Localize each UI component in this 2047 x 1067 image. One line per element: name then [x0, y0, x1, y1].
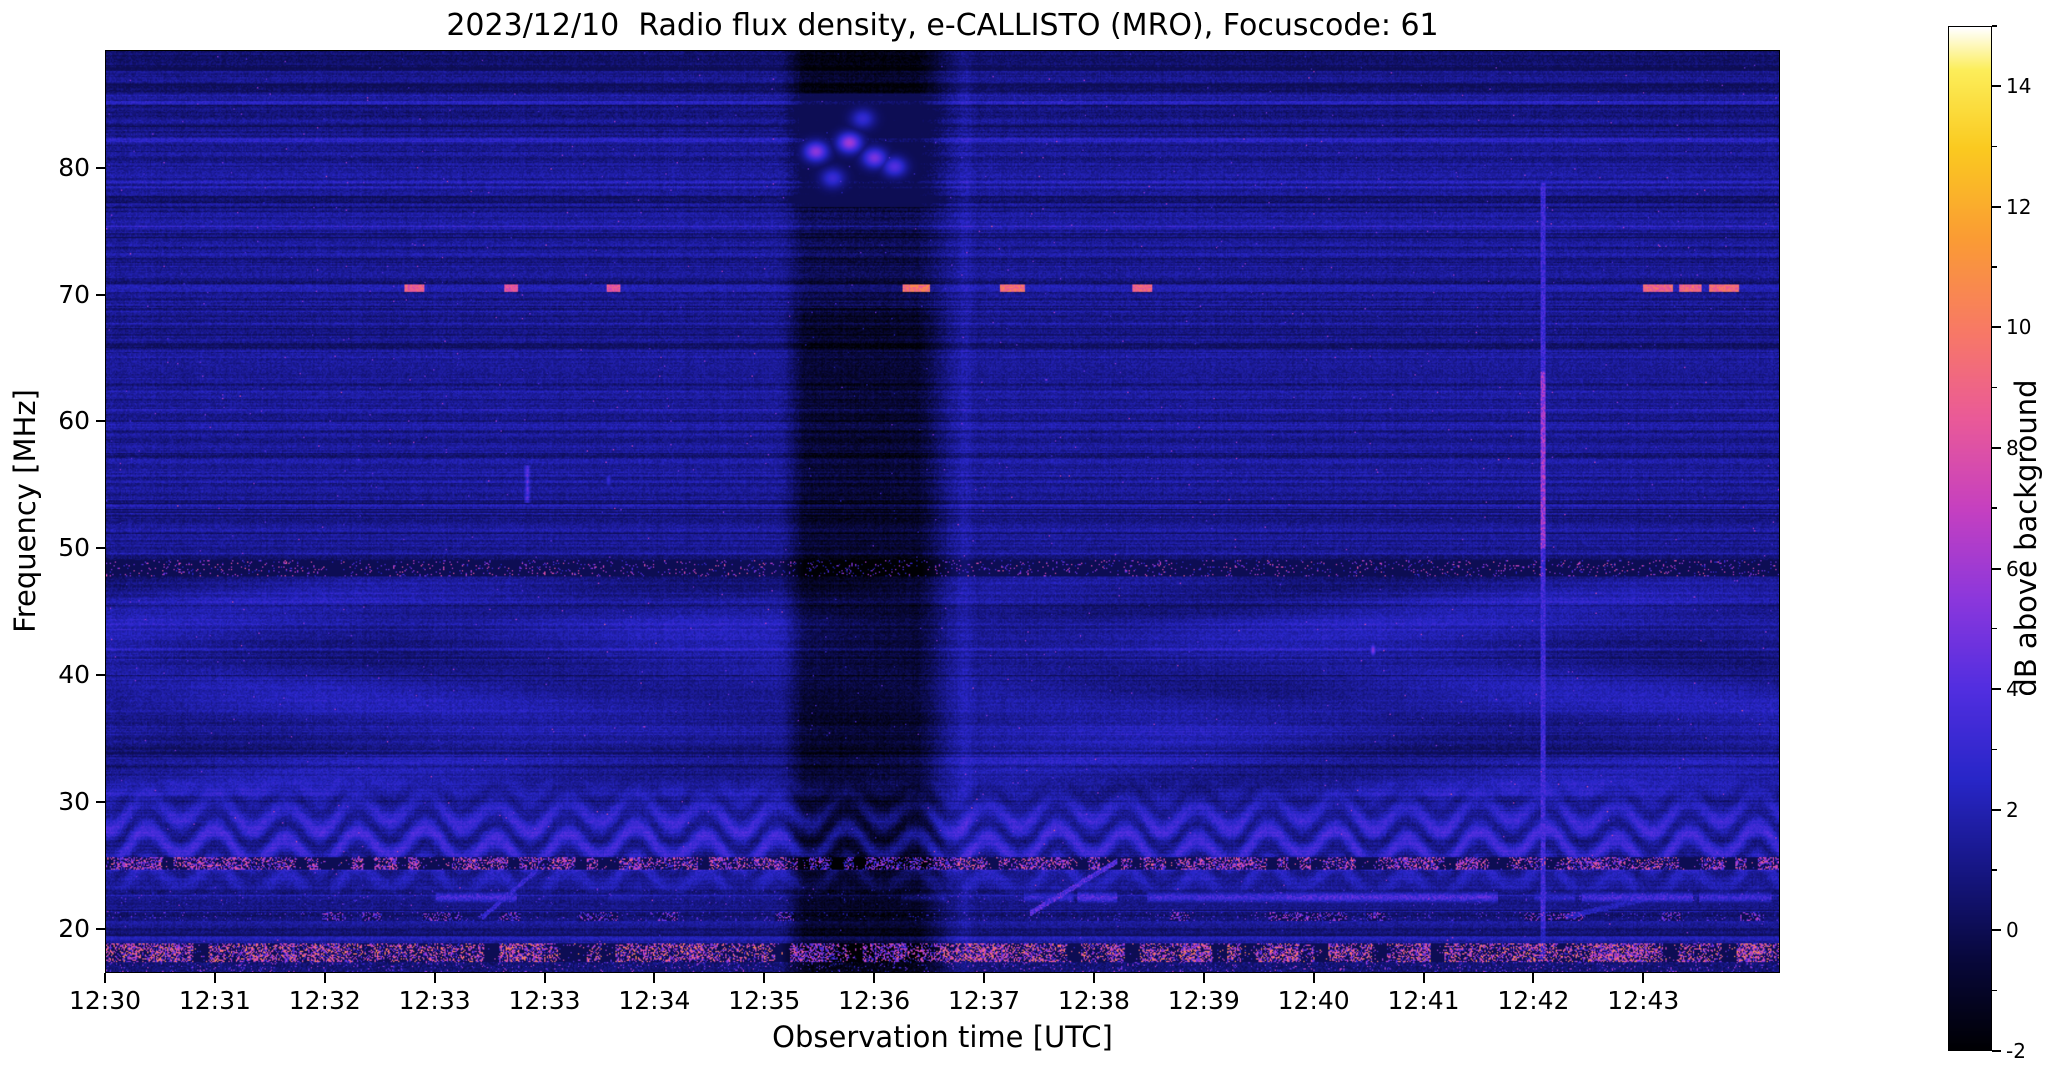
- colorbar-tick-mark: [1992, 447, 2001, 450]
- y-tick-label: 70: [58, 279, 90, 309]
- colorbar-tick-label: 12: [2006, 194, 2032, 219]
- colorbar-tick-mark: [1992, 85, 2001, 88]
- x-tick-label: 12:43: [1607, 986, 1680, 1015]
- x-tick-label: 12:32: [288, 986, 361, 1015]
- x-tick-label: 12:39: [1167, 986, 1240, 1015]
- colorbar-tick-label: 4: [2006, 677, 2019, 702]
- colorbar-tick-label: 10: [2006, 315, 2032, 340]
- x-tick-mark: [104, 973, 106, 983]
- colorbar: [1948, 26, 1992, 1051]
- colorbar-minor-tick-mark: [1992, 627, 1997, 630]
- colorbar-tick-mark: [1992, 929, 2001, 932]
- x-tick-mark: [323, 973, 326, 983]
- x-tick-label: 12:36: [838, 986, 911, 1015]
- x-tick-mark: [1532, 973, 1535, 983]
- colorbar-tick-mark: [1992, 1050, 2001, 1052]
- colorbar-minor-tick-mark: [1992, 25, 1997, 27]
- colorbar-minor-tick-mark: [1992, 989, 1997, 992]
- x-tick-label: 12:31: [178, 986, 251, 1015]
- x-tick-label: 12:41: [1387, 986, 1460, 1015]
- x-tick-mark: [873, 973, 876, 983]
- y-tick-label: 30: [58, 786, 90, 816]
- chart-title: 2023/12/10 Radio flux density, e-CALLIST…: [446, 8, 1439, 43]
- x-tick-label: 12:38: [1057, 986, 1130, 1015]
- y-tick-mark: [96, 674, 105, 677]
- y-tick-label: 40: [58, 660, 90, 690]
- x-tick-mark: [1422, 973, 1425, 983]
- y-tick-mark: [96, 293, 105, 296]
- x-tick-label: 12:37: [948, 986, 1021, 1015]
- colorbar-tick-label: 8: [2006, 436, 2019, 461]
- x-tick-mark: [1202, 973, 1205, 983]
- x-tick-label: 12:33: [508, 986, 581, 1015]
- colorbar-minor-tick-mark: [1992, 386, 1997, 389]
- colorbar-tick-label: 2: [2006, 797, 2019, 822]
- colorbar-minor-tick-mark: [1992, 748, 1997, 751]
- y-tick-label: 80: [58, 152, 90, 182]
- x-tick-mark: [653, 973, 656, 983]
- y-tick-mark: [96, 547, 105, 550]
- y-tick-mark: [96, 800, 105, 803]
- colorbar-tick-label: -2: [2006, 1039, 2026, 1063]
- colorbar-tick-mark: [1992, 688, 2001, 691]
- x-tick-mark: [1642, 973, 1645, 983]
- x-tick-mark: [983, 973, 986, 983]
- x-tick-mark: [433, 973, 436, 983]
- x-tick-mark: [213, 973, 216, 983]
- colorbar-tick-mark: [1992, 567, 2001, 570]
- x-tick-mark: [1092, 973, 1095, 983]
- colorbar-tick-mark: [1992, 205, 2001, 208]
- colorbar-minor-tick-mark: [1992, 507, 1997, 509]
- colorbar-gradient-canvas: [1949, 27, 1991, 1050]
- y-tick-mark: [96, 927, 105, 930]
- colorbar-tick-label: 14: [2006, 74, 2032, 99]
- colorbar-tick-label: 0: [2006, 918, 2019, 943]
- y-tick-label: 50: [58, 533, 90, 563]
- spectrogram-canvas: [106, 51, 1779, 972]
- x-tick-mark: [763, 973, 766, 983]
- x-tick-label: 12:35: [728, 986, 801, 1015]
- y-tick-label: 60: [58, 406, 90, 436]
- x-tick-label: 12:30: [68, 986, 142, 1015]
- x-axis-label: Observation time [UTC]: [772, 1020, 1113, 1054]
- x-tick-label: 12:40: [1277, 986, 1350, 1015]
- y-tick-label: 20: [58, 913, 90, 943]
- colorbar-label: dB above background: [2009, 379, 2043, 697]
- y-tick-mark: [96, 166, 105, 169]
- colorbar-tick-label: 6: [2006, 556, 2019, 581]
- x-tick-mark: [1312, 973, 1315, 983]
- colorbar-minor-tick-mark: [1992, 869, 1997, 871]
- colorbar-minor-tick-mark: [1992, 266, 1997, 268]
- x-tick-label: 12:34: [618, 986, 691, 1015]
- spectrogram-plot: [105, 50, 1780, 973]
- x-tick-mark: [543, 973, 546, 983]
- x-tick-label: 12:33: [398, 986, 471, 1015]
- colorbar-minor-tick-mark: [1992, 145, 1997, 148]
- y-tick-mark: [96, 420, 105, 423]
- x-tick-label: 12:42: [1497, 986, 1570, 1015]
- colorbar-tick-mark: [1992, 808, 2001, 811]
- colorbar-tick-mark: [1992, 326, 2001, 329]
